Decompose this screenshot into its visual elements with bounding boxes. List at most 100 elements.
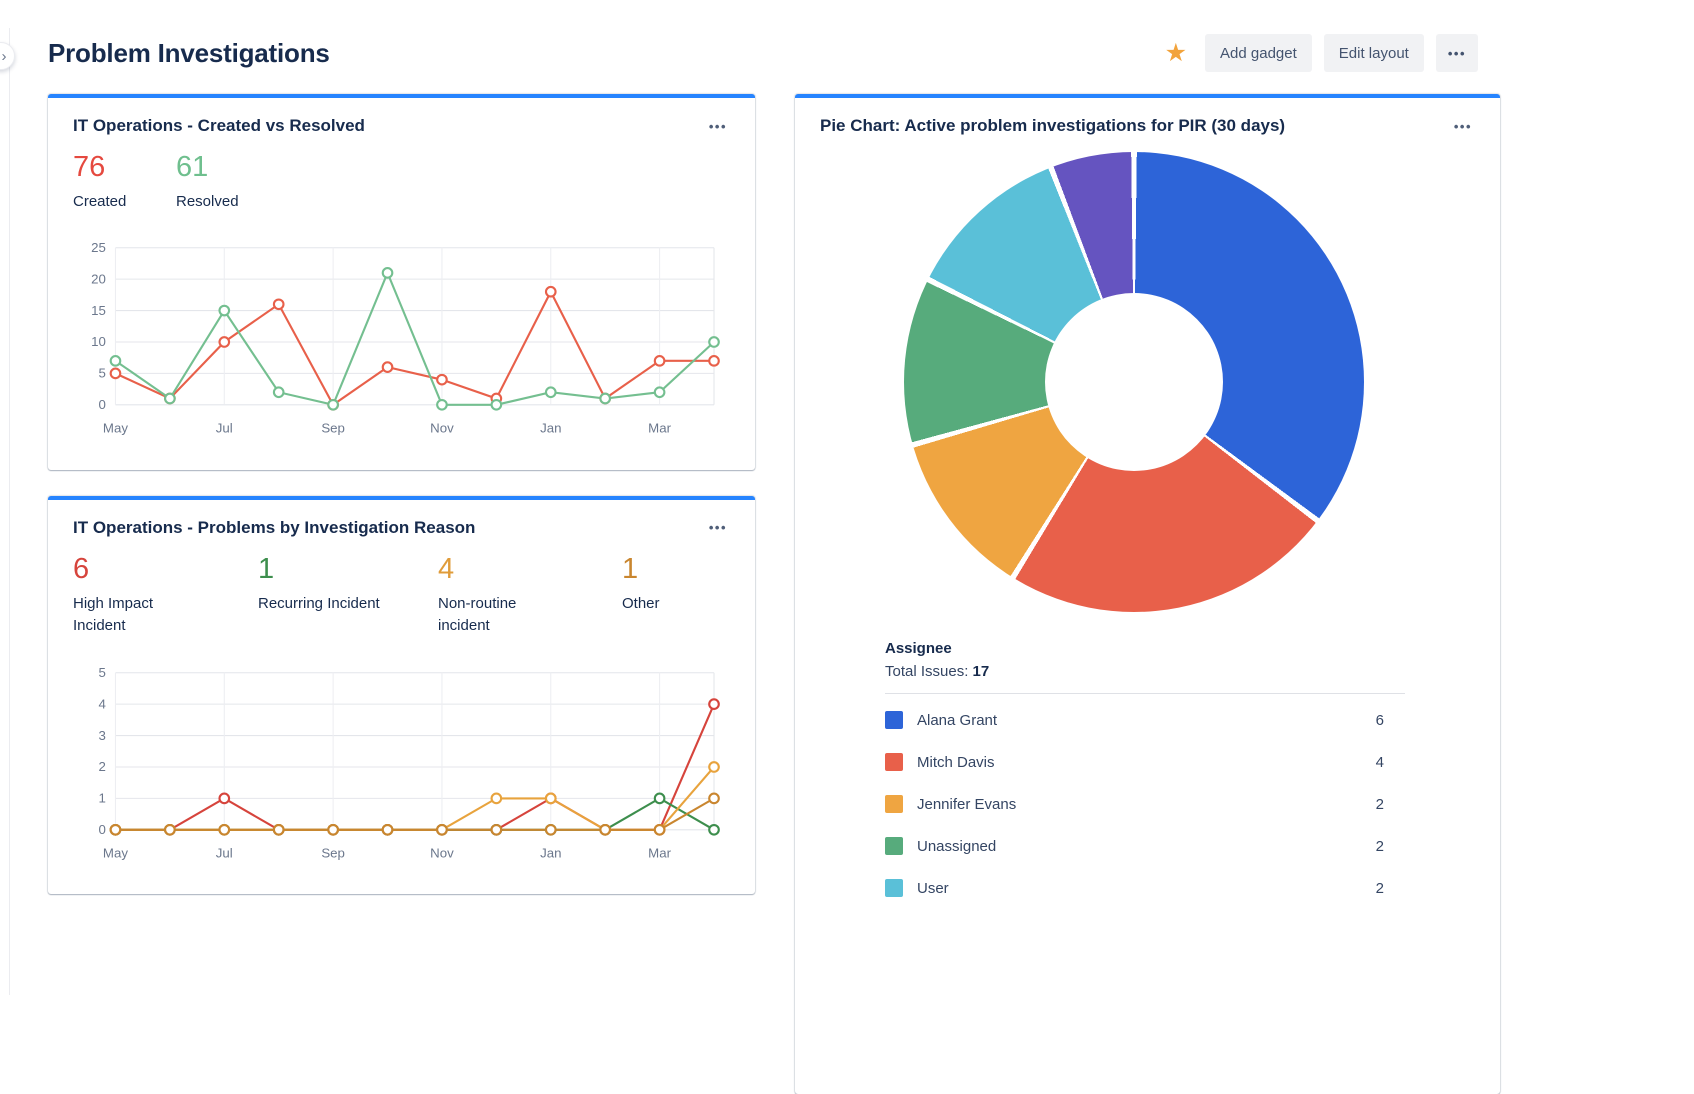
legend-swatch bbox=[885, 879, 903, 897]
line-chart-svg: 0 5 10 15 20 25 May Jul Sep Nov Jan Mar bbox=[91, 240, 720, 436]
legend-row[interactable]: Jennifer Evans 2 bbox=[885, 783, 1405, 825]
non-routine-label: Non-routine incident bbox=[438, 594, 517, 635]
legend-count: 2 bbox=[1375, 879, 1384, 897]
other-label: Other bbox=[622, 594, 660, 612]
svg-text:5: 5 bbox=[99, 366, 106, 381]
svg-text:3: 3 bbox=[99, 727, 106, 742]
created-count[interactable]: 76 bbox=[73, 151, 106, 183]
legend-swatch bbox=[885, 837, 903, 855]
page-title: Problem Investigations bbox=[48, 37, 330, 68]
svg-text:15: 15 bbox=[91, 303, 106, 318]
edit-layout-button[interactable]: Edit layout bbox=[1323, 34, 1424, 72]
resolved-stat: 61 Resolved bbox=[176, 151, 279, 213]
gadget-title: IT Operations - Problems by Investigatio… bbox=[73, 517, 476, 537]
gadget-title: IT Operations - Created vs Resolved bbox=[73, 116, 365, 135]
chevron-right-icon: › bbox=[1, 47, 7, 65]
legend-title: Assignee bbox=[885, 640, 952, 657]
recurring-count[interactable]: 1 bbox=[258, 552, 275, 585]
dashboard-more-button[interactable]: ••• bbox=[1435, 34, 1478, 72]
gadget-title: Pie Chart: Active problem investigations… bbox=[820, 116, 1286, 135]
legend-row[interactable]: User 2 bbox=[885, 867, 1405, 909]
ellipsis-icon: ••• bbox=[708, 118, 727, 134]
recurring-stat: 1 Recurring Incident bbox=[258, 552, 438, 638]
header-actions: ★ Add gadget Edit layout ••• bbox=[1165, 34, 1478, 72]
svg-text:Mar: Mar bbox=[648, 421, 671, 436]
legend-swatch bbox=[885, 795, 903, 813]
svg-text:2: 2 bbox=[99, 759, 106, 774]
svg-text:1: 1 bbox=[99, 790, 106, 805]
problems-by-reason-chart: 0 1 2 3 4 5 May Jul Sep Nov Jan Mar bbox=[73, 660, 731, 872]
created-stat: 76 Created bbox=[73, 151, 176, 213]
legend-count: 4 bbox=[1375, 753, 1384, 771]
svg-text:Jan: Jan bbox=[540, 421, 561, 436]
resolved-label: Resolved bbox=[176, 192, 239, 210]
legend-label: Jennifer Evans bbox=[917, 795, 1017, 813]
resolved-count[interactable]: 61 bbox=[176, 151, 209, 183]
donut-hole bbox=[1045, 293, 1223, 471]
legend-row[interactable]: Alana Grant 6 bbox=[885, 699, 1405, 741]
recurring-label: Recurring Incident bbox=[258, 594, 380, 612]
svg-text:0: 0 bbox=[99, 397, 106, 412]
add-gadget-button[interactable]: Add gadget bbox=[1205, 34, 1312, 72]
gadget-created-vs-resolved: IT Operations - Created vs Resolved ••• … bbox=[48, 94, 755, 470]
legend-label: User bbox=[917, 879, 949, 897]
ellipsis-icon: ••• bbox=[1447, 45, 1466, 61]
svg-text:0: 0 bbox=[99, 822, 106, 837]
legend-label: Unassigned bbox=[917, 837, 997, 855]
gadget-problems-by-reason: IT Operations - Problems by Investigatio… bbox=[48, 495, 755, 894]
svg-text:Jul: Jul bbox=[216, 421, 233, 436]
created-label: Created bbox=[73, 192, 127, 210]
svg-text:10: 10 bbox=[91, 335, 106, 350]
legend-count: 6 bbox=[1375, 711, 1384, 729]
right-column: Pie Chart: Active problem investigations… bbox=[795, 94, 1500, 1094]
dashboard-grid: IT Operations - Created vs Resolved ••• … bbox=[48, 94, 1694, 1094]
non-routine-stat: 4 Non-routine incident bbox=[438, 552, 622, 638]
svg-text:Nov: Nov bbox=[430, 845, 454, 860]
svg-text:Jul: Jul bbox=[216, 845, 233, 860]
other-stat: 1 Other bbox=[622, 552, 660, 638]
legend-row[interactable]: Unassigned 2 bbox=[885, 825, 1405, 867]
favorite-star-icon[interactable]: ★ bbox=[1164, 38, 1188, 67]
svg-text:Sep: Sep bbox=[321, 845, 345, 860]
summary-stats: 6 High Impact Incident 1 Recurring Incid… bbox=[73, 552, 731, 638]
ellipsis-icon: ••• bbox=[1453, 118, 1472, 134]
svg-text:5: 5 bbox=[99, 665, 106, 680]
non-routine-count[interactable]: 4 bbox=[438, 552, 455, 585]
legend-label: Mitch Davis bbox=[917, 753, 995, 771]
left-column: IT Operations - Created vs Resolved ••• … bbox=[48, 94, 755, 894]
legend-swatch bbox=[885, 711, 903, 729]
svg-text:May: May bbox=[103, 845, 128, 860]
legend-count: 2 bbox=[1375, 837, 1384, 855]
svg-text:25: 25 bbox=[91, 240, 106, 255]
created-vs-resolved-chart: 0 5 10 15 20 25 May Jul Sep Nov Jan Mar bbox=[73, 235, 731, 447]
high-impact-count[interactable]: 6 bbox=[73, 552, 90, 585]
legend-total: Total Issues: 17 bbox=[885, 663, 1405, 680]
dashboard-header: Problem Investigations ★ Add gadget Edit… bbox=[0, 0, 1694, 94]
svg-text:Sep: Sep bbox=[321, 421, 345, 436]
gadget-pie-chart: Pie Chart: Active problem investigations… bbox=[795, 94, 1500, 1094]
svg-text:Jan: Jan bbox=[540, 845, 561, 860]
legend-swatch bbox=[885, 753, 903, 771]
svg-text:Nov: Nov bbox=[430, 421, 454, 436]
pie-chart-donut[interactable] bbox=[904, 152, 1364, 612]
total-issues-value: 17 bbox=[972, 663, 990, 680]
legend-row[interactable]: Mitch Davis 4 bbox=[885, 741, 1405, 783]
legend-rows: Alana Grant 6 Mitch Davis 4 Jennifer Evans 2 U… bbox=[885, 693, 1405, 909]
high-impact-label: High Impact Incident bbox=[73, 594, 154, 635]
svg-text:20: 20 bbox=[91, 272, 106, 287]
high-impact-stat: 6 High Impact Incident bbox=[73, 552, 258, 638]
gadget-more-button[interactable]: ••• bbox=[1450, 117, 1476, 136]
legend-count: 2 bbox=[1375, 795, 1384, 813]
gadget-more-button[interactable]: ••• bbox=[705, 117, 731, 136]
other-count[interactable]: 1 bbox=[622, 552, 639, 585]
pie-legend: Assignee Total Issues: 17 Alana Grant 6 Mi… bbox=[885, 640, 1405, 909]
svg-text:4: 4 bbox=[99, 696, 106, 711]
summary-stats: 76 Created 61 Resolved bbox=[73, 151, 731, 213]
svg-text:May: May bbox=[103, 421, 128, 436]
svg-text:Mar: Mar bbox=[648, 845, 671, 860]
line-chart-svg: 0 1 2 3 4 5 May Jul Sep Nov Jan Mar bbox=[99, 665, 720, 860]
gadget-more-button[interactable]: ••• bbox=[705, 518, 731, 537]
legend-label: Alana Grant bbox=[917, 711, 998, 729]
ellipsis-icon: ••• bbox=[708, 520, 727, 536]
total-issues-label: Total Issues: bbox=[885, 663, 969, 680]
